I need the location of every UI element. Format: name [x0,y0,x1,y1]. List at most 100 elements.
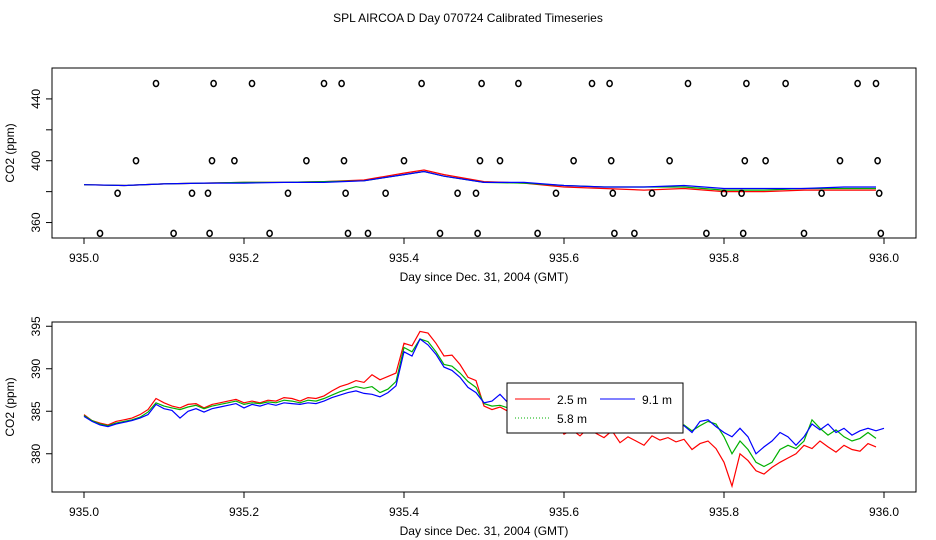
flag-point [210,79,217,88]
x-tick-label: 935.0 [69,505,99,519]
legend: 2.5 m 5.8 m 9.1 m [506,382,684,434]
flag-point [344,229,352,238]
flag-point [739,229,747,238]
flag-point [631,229,638,238]
x-tick-label: 935.2 [229,505,259,519]
y-tick-label: 390 [29,358,43,378]
series-line-2-5-m [83,330,877,489]
x-tick-label: 935.8 [709,251,739,265]
flag-point [534,229,541,238]
panel-2-frame [51,321,917,493]
panel-2-x-axis: 935.0 935.2 935.4 935.6 935.8 936.0 [69,492,899,519]
y-tick-label: 385 [29,401,43,421]
figure-title: SPL AIRCOA D Day 070724 Calibrated Times… [333,11,603,25]
legend-box [506,382,684,434]
flag-point [472,189,480,197]
flag-point [114,189,121,197]
flag-point [874,156,881,165]
x-tick-label: 935.8 [709,505,739,519]
flag-point [231,156,238,165]
flag-point [570,156,577,165]
series-line-9-1-m [83,338,885,455]
flag-point [400,156,408,165]
panel-1-y-axis-title: CO2 (ppm) [3,123,17,182]
flag-point [436,229,444,238]
legend-label-2-5m: 2.5 m [557,393,587,407]
x-tick-label: 935.0 [69,251,99,265]
panel-2-y-axis: 380 385 390 395 [29,316,52,464]
flag-point [474,229,481,238]
y-tick-label: 360 [29,212,43,232]
flag-point [720,189,728,197]
flag-point [454,189,461,197]
flag-point [588,79,596,88]
flag-point [132,156,140,165]
flag-point [476,156,484,165]
flag-point [170,229,177,238]
flag-point [666,156,673,165]
flag-point [496,156,504,165]
legend-label-5-8m: 5.8 m [557,412,587,426]
flag-point [606,79,613,88]
flag-point [342,189,349,197]
panel-2-y-axis-title: CO2 (ppm) [3,377,17,436]
panel-2-data [83,330,885,489]
x-tick-label: 936.0 [869,251,899,265]
panel-1-frame [51,67,917,239]
flag-point [703,229,710,238]
flag-point [743,79,750,88]
flag-point [382,189,389,197]
flag-point [208,156,216,165]
panel-1-x-axis-title: Day since Dec. 31, 2004 (GMT) [400,270,569,284]
y-tick-label: 395 [29,316,43,336]
panel-1-data [83,79,885,238]
flag-point [782,79,789,88]
panel-1-x-axis: 935.0 935.2 935.4 935.6 935.8 936.0 [69,238,899,265]
flag-point [340,156,348,165]
flag-point [478,79,485,88]
flag-point [364,229,372,238]
flag-point [738,189,745,197]
flag-point [875,189,883,197]
panel-1-y-axis: 360 400 440 [29,89,52,233]
x-tick-label: 936.0 [869,505,899,519]
series-line-9-1-m [83,170,876,190]
panel-1-co2-all: 935.0 935.2 935.4 935.6 935.8 936.0 360 400 440… [3,67,917,284]
flag-point [338,79,345,88]
flag-point [206,229,213,238]
flag-point [320,79,328,88]
flag-point [609,189,617,197]
x-tick-label: 935.2 [229,251,259,265]
flag-point [552,189,560,197]
flag-point [515,79,522,88]
panel-2-x-axis-title: Day since Dec. 31, 2004 (GMT) [400,524,569,538]
flag-point [818,189,825,197]
flag-point [96,229,104,238]
flag-point [854,79,861,88]
flag-point [836,156,844,165]
x-tick-label: 935.6 [549,505,579,519]
x-tick-label: 935.4 [389,251,419,265]
y-tick-label: 380 [29,443,43,463]
legend-label-9-1m: 9.1 m [642,393,672,407]
flag-point [248,79,256,88]
flag-point [152,79,160,88]
y-tick-label: 440 [29,89,43,109]
panel-2-co2-detail: 935.0 935.2 935.4 935.6 935.8 936.0 380 385 390… [3,316,917,538]
y-tick-label: 400 [29,150,43,170]
flag-point [611,229,618,238]
x-tick-label: 935.6 [549,251,579,265]
series-line-5-8-m [83,338,877,468]
x-tick-label: 935.4 [389,505,419,519]
flag-point [762,156,769,165]
flag-point [303,156,310,165]
flag-point [266,229,273,238]
flag-point [418,79,425,88]
flag-point [284,189,292,197]
flag-point [684,79,692,88]
flag-point [648,189,656,197]
flag-point [741,156,749,165]
flag-point [188,189,196,197]
flag-point [204,189,212,197]
